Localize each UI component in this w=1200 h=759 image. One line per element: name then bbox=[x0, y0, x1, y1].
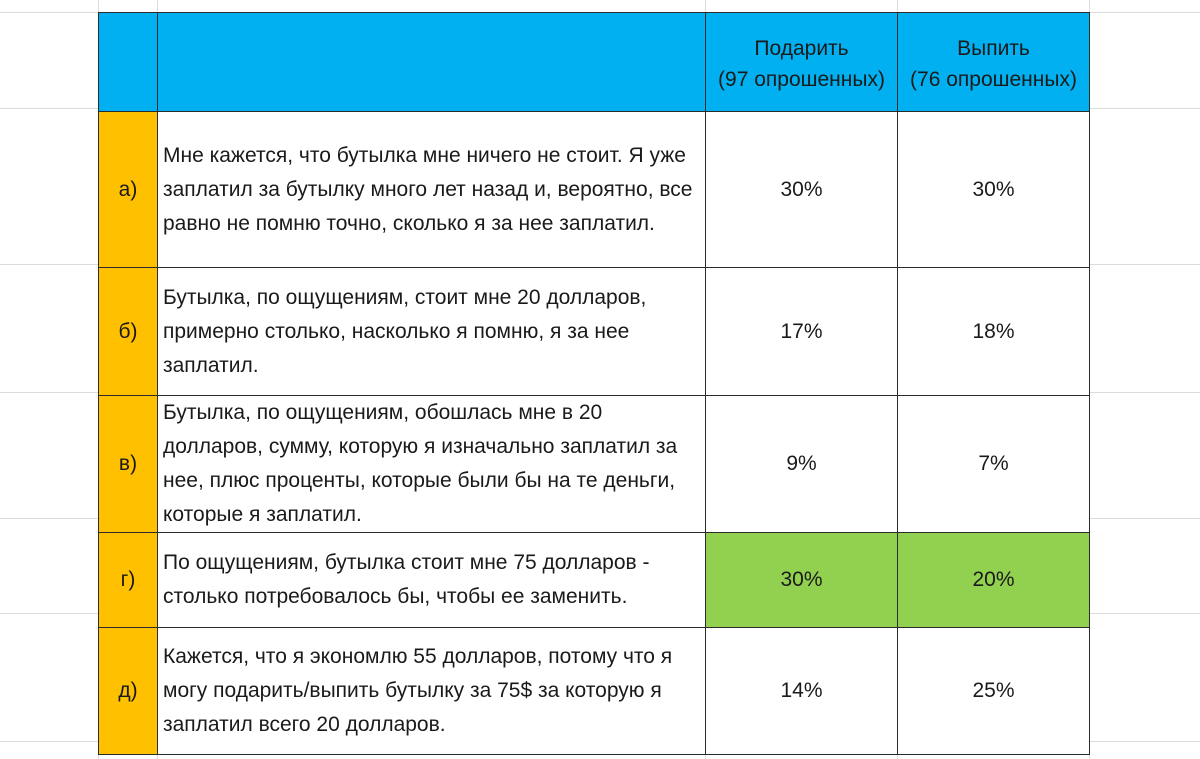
drink-percent-cell-highlighted[interactable]: 20% bbox=[897, 532, 1090, 628]
statement-cell[interactable]: По ощущениям, бутылка стоит мне 75 долла… bbox=[157, 532, 706, 628]
statement-cell[interactable]: Бутылка, по ощущениям, обошлась мне в 20… bbox=[157, 395, 706, 533]
statement-cell[interactable]: Мне кажется, что бутылка мне ничего не с… bbox=[157, 111, 706, 268]
header-cell-blank-letter[interactable] bbox=[98, 12, 158, 112]
gift-column-title: Подарить bbox=[754, 37, 849, 60]
option-letter-cell[interactable]: а) bbox=[98, 111, 158, 268]
survey-results-table: Подарить (97 опрошенных) Выпить (76 опро… bbox=[98, 12, 1090, 755]
drink-percent-cell[interactable]: 7% bbox=[897, 395, 1090, 533]
statement-cell[interactable]: Кажется, что я экономлю 55 долларов, пот… bbox=[157, 627, 706, 755]
option-letter-cell[interactable]: г) bbox=[98, 532, 158, 628]
gift-percent-cell[interactable]: 14% bbox=[705, 627, 898, 755]
gift-percent-cell[interactable]: 17% bbox=[705, 267, 898, 396]
gift-percent-cell[interactable]: 9% bbox=[705, 395, 898, 533]
header-row: Подарить (97 опрошенных) Выпить (76 опро… bbox=[98, 12, 1090, 112]
drink-percent-cell[interactable]: 25% bbox=[897, 627, 1090, 755]
gift-percent-cell-highlighted[interactable]: 30% bbox=[705, 532, 898, 628]
drink-column-title: Выпить bbox=[957, 37, 1030, 60]
option-letter-cell[interactable]: в) bbox=[98, 395, 158, 533]
option-letter-cell[interactable]: д) bbox=[98, 627, 158, 755]
header-cell-drink[interactable]: Выпить (76 опрошенных) bbox=[897, 12, 1090, 112]
option-letter-cell[interactable]: б) bbox=[98, 267, 158, 396]
table-row: д) Кажется, что я экономлю 55 долларов, … bbox=[98, 627, 1090, 755]
table-row: б) Бутылка, по ощущениям, стоит мне 20 д… bbox=[98, 267, 1090, 396]
header-cell-blank-statement[interactable] bbox=[157, 12, 706, 112]
drink-percent-cell[interactable]: 18% bbox=[897, 267, 1090, 396]
table-row: в) Бутылка, по ощущениям, обошлась мне в… bbox=[98, 395, 1090, 533]
header-cell-gift[interactable]: Подарить (97 опрошенных) bbox=[705, 12, 898, 112]
table-row: а) Мне кажется, что бутылка мне ничего н… bbox=[98, 111, 1090, 268]
drink-column-subtitle: (76 опрошенных) bbox=[910, 68, 1077, 91]
gift-column-subtitle: (97 опрошенных) bbox=[718, 68, 885, 91]
table-row-highlighted: г) По ощущениям, бутылка стоит мне 75 до… bbox=[98, 532, 1090, 628]
drink-percent-cell[interactable]: 30% bbox=[897, 111, 1090, 268]
gift-percent-cell[interactable]: 30% bbox=[705, 111, 898, 268]
statement-cell[interactable]: Бутылка, по ощущениям, стоит мне 20 долл… bbox=[157, 267, 706, 396]
